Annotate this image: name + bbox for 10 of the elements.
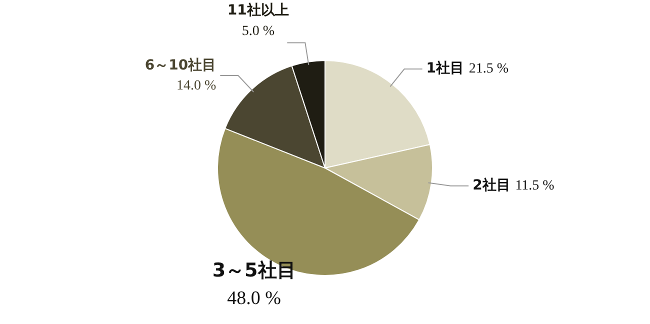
- slice-label: 2社目: [472, 178, 510, 194]
- slice-label: 11社以上: [227, 2, 289, 19]
- data-label: 11.5 %: [515, 178, 555, 194]
- data-label: 48.0 %: [227, 288, 282, 309]
- slice-label: 3～5社目: [212, 259, 296, 282]
- data-label: 21.5 %: [468, 62, 509, 77]
- data-label: 5.0 %: [242, 24, 275, 39]
- data-label: 14.0 %: [176, 78, 216, 94]
- slice-label: 6～10社目: [144, 57, 216, 74]
- slice-label: 1社目: [426, 60, 464, 77]
